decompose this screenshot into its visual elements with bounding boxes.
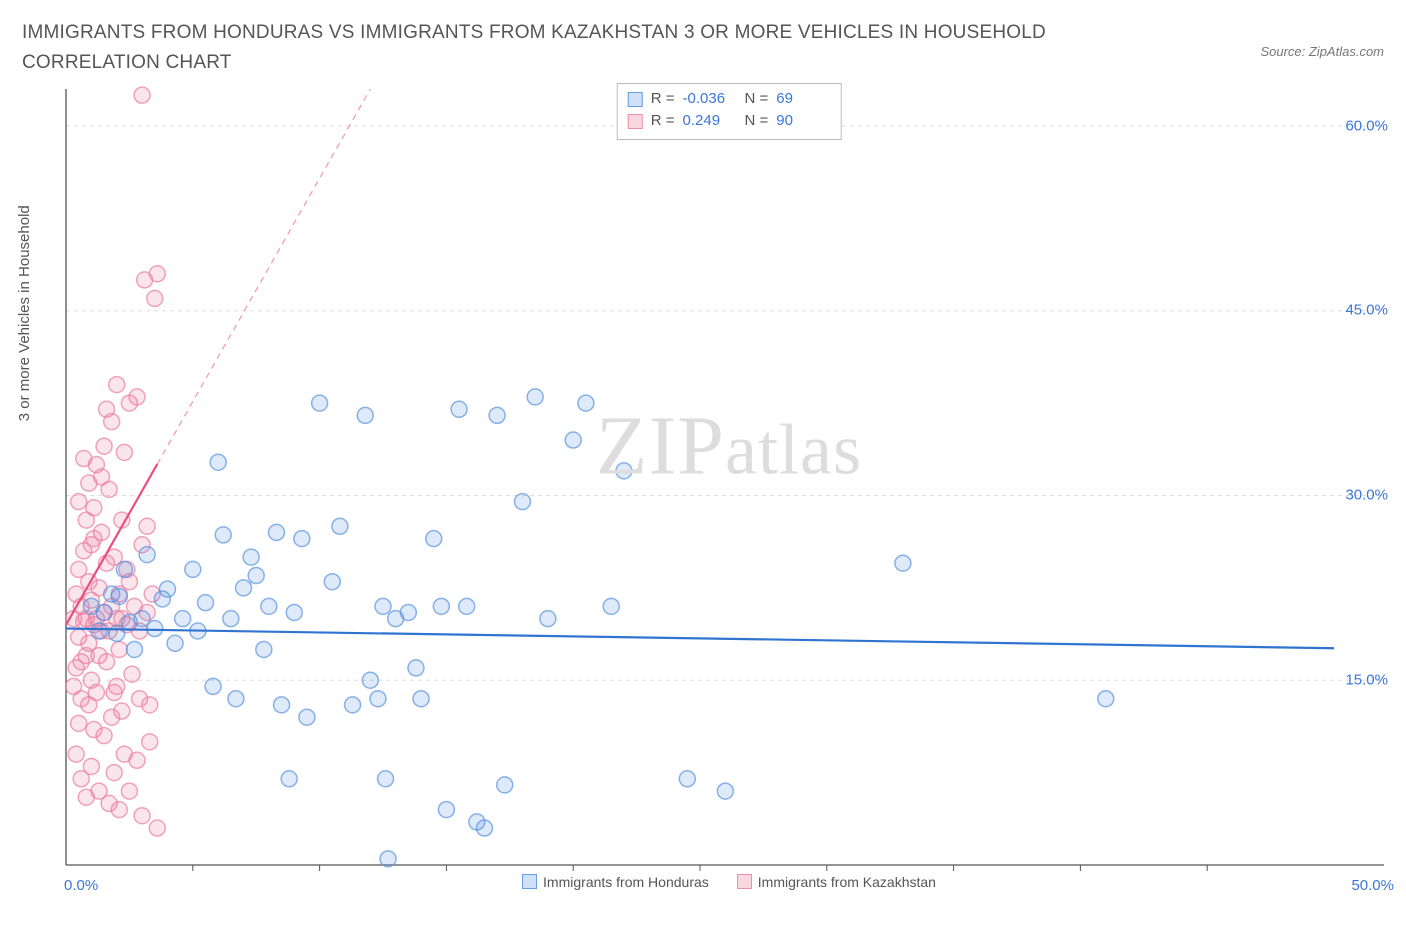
swatch-icon bbox=[737, 874, 752, 889]
y-tick-label: 45.0% bbox=[1345, 302, 1398, 319]
stats-legend-row: R =-0.036N =69 bbox=[628, 88, 831, 111]
y-tick-label: 15.0% bbox=[1345, 672, 1398, 689]
y-tick-label: 30.0% bbox=[1345, 487, 1398, 504]
y-tick-label: 60.0% bbox=[1345, 117, 1398, 134]
legend-label-b: Immigrants from Kazakhstan bbox=[758, 874, 936, 890]
legend-item-honduras: Immigrants from Honduras bbox=[522, 874, 709, 890]
stats-legend: R =-0.036N =69R =0.249N =90 bbox=[617, 83, 842, 140]
swatch-icon bbox=[628, 114, 643, 129]
source-label: Source: ZipAtlas.com bbox=[1260, 44, 1384, 59]
scatter-plot-svg bbox=[64, 83, 1394, 873]
x-max-label: 50.0% bbox=[1351, 877, 1394, 894]
stats-legend-row: R =0.249N =90 bbox=[628, 110, 831, 133]
legend-label-a: Immigrants from Honduras bbox=[543, 874, 709, 890]
x-min-label: 0.0% bbox=[64, 877, 98, 894]
y-axis-label: 3 or more Vehicles in Household bbox=[16, 206, 33, 422]
swatch-icon bbox=[522, 874, 537, 889]
plot-area: ZIPatlas R =-0.036N =69R =0.249N =90 15.… bbox=[64, 83, 1394, 873]
bottom-legend: Immigrants from Honduras Immigrants from… bbox=[64, 874, 1394, 890]
swatch-icon bbox=[628, 92, 643, 107]
legend-item-kazakhstan: Immigrants from Kazakhstan bbox=[737, 874, 936, 890]
chart-title: IMMIGRANTS FROM HONDURAS VS IMMIGRANTS F… bbox=[22, 18, 1122, 79]
